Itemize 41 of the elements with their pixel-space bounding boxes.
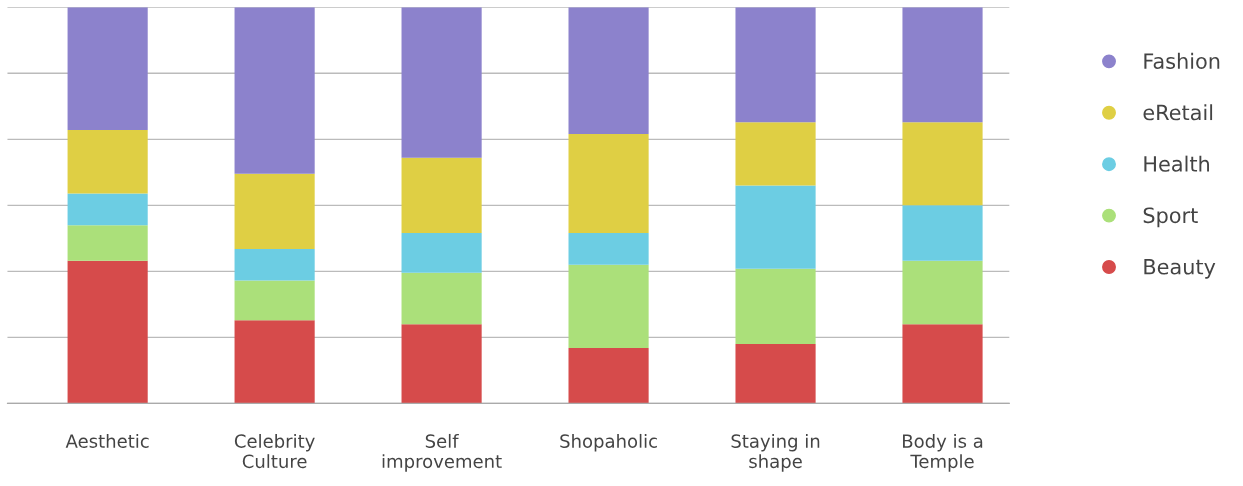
bar	[234, 280, 315, 321]
legend-label: eRetail	[1143, 104, 1213, 121]
bar	[401, 157, 482, 234]
bar	[735, 7, 816, 123]
bar	[568, 233, 649, 265]
x-tick-label: Body is a Temple	[903, 433, 983, 472]
bar	[568, 264, 649, 348]
bar	[568, 7, 649, 135]
legend-label: Beauty	[1144, 259, 1216, 279]
bar	[735, 268, 816, 344]
bar	[234, 7, 315, 174]
x-tick-label: Shopaholic	[560, 433, 657, 452]
bar	[67, 193, 148, 226]
bar	[67, 225, 148, 261]
bar	[735, 343, 816, 404]
bar	[234, 320, 315, 404]
x-tick-label: Aesthetic	[65, 433, 149, 448]
bar	[902, 205, 983, 261]
bar	[735, 185, 816, 269]
bar	[401, 272, 482, 325]
legend-label: Fashion	[1144, 52, 1220, 69]
bar	[67, 130, 148, 194]
x-tick-label: Self improvement	[382, 433, 502, 472]
bar	[902, 260, 983, 325]
bar	[568, 347, 649, 404]
legend-label: Health	[1144, 155, 1209, 172]
bar	[401, 233, 482, 273]
bar	[902, 324, 983, 404]
bar	[234, 173, 315, 249]
bar	[902, 7, 983, 123]
legend-label: Sport	[1143, 207, 1198, 228]
bar	[234, 248, 315, 281]
x-tick-label: Celebrity Culture	[234, 433, 315, 469]
bar	[735, 122, 816, 186]
bar	[568, 134, 649, 234]
bar	[902, 122, 983, 206]
bar	[67, 7, 148, 131]
bar	[401, 7, 482, 158]
bar	[401, 324, 482, 404]
bar	[67, 260, 148, 404]
x-tick-label: Staying in shape	[731, 433, 820, 472]
